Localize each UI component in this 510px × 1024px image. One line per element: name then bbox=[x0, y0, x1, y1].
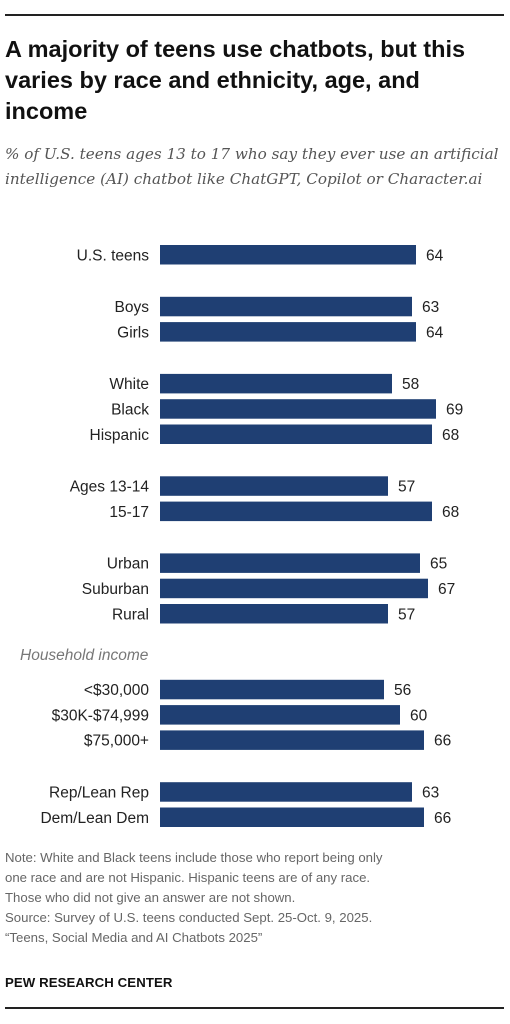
bar bbox=[160, 807, 424, 827]
bar bbox=[160, 424, 432, 444]
report-title-line: “Teens, Social Media and AI Chatbots 202… bbox=[5, 930, 263, 945]
value-label: 66 bbox=[434, 733, 451, 750]
category-label: 15-17 bbox=[109, 504, 149, 521]
bottom-rule bbox=[5, 1007, 504, 1009]
bar bbox=[160, 679, 384, 700]
group-label: Household income bbox=[20, 647, 149, 664]
category-label: Girls bbox=[117, 324, 149, 341]
category-label: White bbox=[109, 376, 149, 393]
category-label: Black bbox=[111, 401, 149, 418]
note-line: one race and are not Hispanic. Hispanic … bbox=[5, 870, 371, 885]
pew-logo-text: PEW RESEARCH CENTER bbox=[5, 975, 173, 990]
category-label: Dem/Lean Dem bbox=[40, 810, 149, 827]
value-label: 68 bbox=[442, 504, 459, 521]
top-rule bbox=[5, 14, 504, 16]
bar bbox=[160, 322, 416, 342]
category-label: <$30,000 bbox=[84, 682, 149, 699]
category-label: Hispanic bbox=[90, 427, 150, 444]
value-label: 57 bbox=[398, 606, 415, 623]
bar bbox=[160, 578, 428, 599]
value-label: 58 bbox=[402, 376, 419, 393]
chart-notes: Note: White and Black teens include thos… bbox=[5, 848, 500, 948]
source-line: Source: Survey of U.S. teens conducted S… bbox=[5, 910, 373, 925]
category-label: U.S. teens bbox=[77, 247, 150, 264]
value-label: 63 bbox=[422, 299, 439, 316]
category-label: Rural bbox=[112, 606, 149, 623]
bar bbox=[160, 245, 416, 265]
note-line: Note: White and Black teens include thos… bbox=[5, 850, 383, 865]
bar bbox=[160, 373, 392, 394]
value-label: 68 bbox=[442, 427, 459, 444]
value-label: 63 bbox=[422, 784, 439, 801]
note-line: Those who did not give an answer are not… bbox=[5, 890, 296, 905]
bar bbox=[160, 604, 388, 624]
value-label: 66 bbox=[434, 810, 451, 827]
bar bbox=[160, 476, 388, 496]
value-label: 57 bbox=[398, 479, 415, 496]
chart-subtitle: % of U.S. teens ages 13 to 17 who say th… bbox=[5, 145, 499, 188]
value-label: 67 bbox=[438, 581, 455, 598]
bar bbox=[160, 553, 420, 573]
value-label: 65 bbox=[430, 556, 447, 573]
category-label: Suburban bbox=[82, 581, 149, 598]
value-label: 64 bbox=[426, 247, 444, 264]
value-label: 56 bbox=[394, 682, 411, 699]
category-label: $30K-$74,999 bbox=[52, 707, 149, 724]
bar bbox=[160, 399, 436, 419]
category-label: Urban bbox=[107, 556, 149, 573]
value-label: 60 bbox=[410, 707, 428, 724]
category-label: Ages 13-14 bbox=[70, 479, 150, 496]
bar bbox=[160, 782, 412, 802]
bar-chart: U.S. teens 64 Boys 63 Girls 64 White 58 Black 69 H… bbox=[20, 245, 463, 827]
value-label: 69 bbox=[446, 401, 463, 418]
bar bbox=[160, 296, 412, 317]
category-label: $75,000+ bbox=[84, 733, 149, 750]
bar bbox=[160, 705, 400, 725]
category-label: Rep/Lean Rep bbox=[49, 784, 149, 801]
value-label: 64 bbox=[426, 324, 444, 341]
chart-title: A majority of teens use chatbots, but th… bbox=[5, 36, 466, 124]
bar bbox=[160, 501, 432, 522]
bar bbox=[160, 730, 424, 750]
category-label: Boys bbox=[115, 299, 150, 316]
